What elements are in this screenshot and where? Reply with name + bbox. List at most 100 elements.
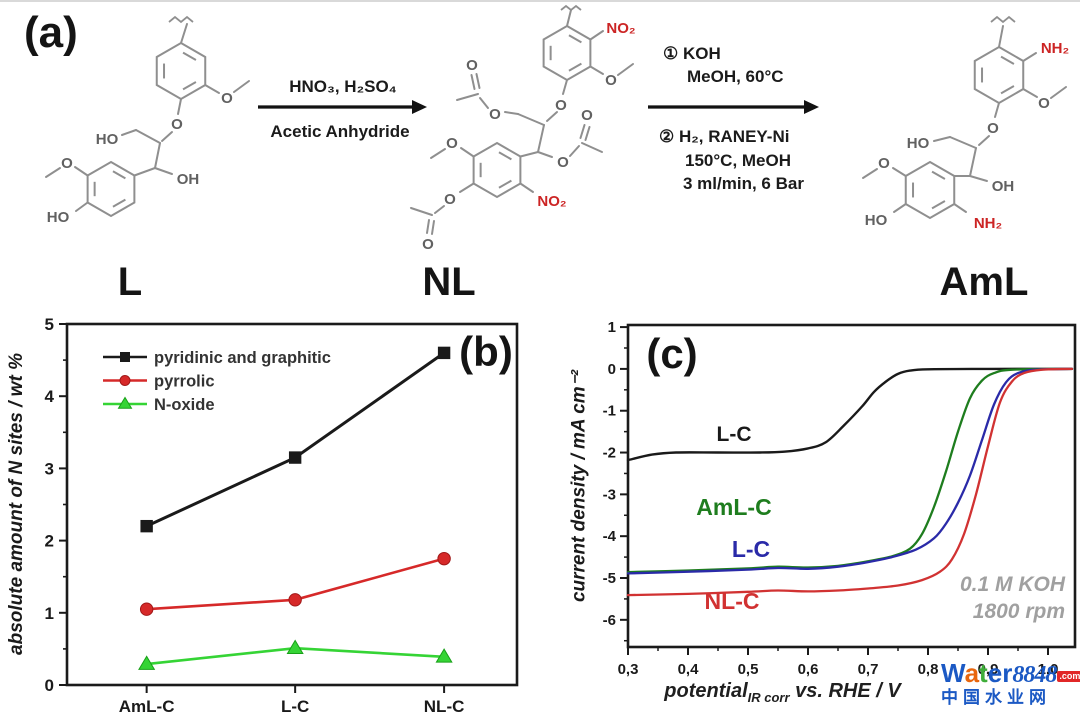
marker-circle xyxy=(288,593,302,607)
double-bond xyxy=(568,62,582,72)
benzene-ring xyxy=(155,41,207,101)
bond xyxy=(426,219,430,234)
double-bond xyxy=(112,170,126,180)
watermark-letter: t xyxy=(979,658,988,688)
methoxy-oxygen-label: O xyxy=(446,135,458,152)
marker-triangle xyxy=(435,648,453,663)
reagent-text: HNO₃, H₂SO₄ xyxy=(289,77,397,96)
reagent-text: MeOH, 60°C xyxy=(687,67,784,86)
bond xyxy=(204,84,220,94)
polarization-curve xyxy=(626,367,1074,574)
double-bond xyxy=(1000,55,1015,65)
watermark-letter: a xyxy=(964,658,980,688)
double-bond xyxy=(568,34,582,44)
nitro-group-label: NO₂ xyxy=(537,193,566,210)
ether-oxygen-label: O xyxy=(555,97,567,114)
marker-triangle xyxy=(138,655,156,670)
bond xyxy=(566,9,572,27)
electrolyte-line: 0.1 M KOH xyxy=(959,573,1065,596)
amino-group-label: NH₂ xyxy=(974,215,1002,232)
bond xyxy=(994,102,1000,118)
bond xyxy=(969,147,977,177)
bond xyxy=(579,124,586,139)
bond xyxy=(121,129,137,136)
bond xyxy=(519,182,534,193)
bond xyxy=(475,73,481,89)
bond xyxy=(154,167,173,175)
bond xyxy=(892,167,907,177)
phenol-label: HO xyxy=(865,212,888,229)
structure-L-caption: L xyxy=(118,260,142,302)
watermark-chinese-text: 中国水业网 xyxy=(941,688,1051,707)
legend-label: pyridinic and graphitic xyxy=(154,349,331,367)
bond xyxy=(517,113,545,126)
structure-L: O O HO OH O HO L xyxy=(45,15,250,302)
watermark-letter: e xyxy=(987,658,1003,688)
methoxy-oxygen-label: O xyxy=(605,72,617,89)
bond xyxy=(161,131,173,142)
bond xyxy=(430,148,446,159)
panel-c-orr-chart: 1 0 -1 -2 -3 -4 -5 -6 0,3 0,4 0,5 0,6 0,7 0,8 0,9 1,0 (… xyxy=(560,302,1080,722)
bond xyxy=(75,201,89,212)
watermark-site-name: Water 8848 .com xyxy=(941,660,1080,687)
bond xyxy=(154,142,161,169)
electrolyte-annotation: 0.1 M KOH 1800 rpm xyxy=(890,571,1065,625)
ether-oxygen-label: O xyxy=(987,120,999,137)
double-bond xyxy=(931,200,946,210)
double-bond xyxy=(498,151,512,161)
y-tick-label: 4 xyxy=(45,387,55,406)
bond xyxy=(584,126,591,141)
y-tick-label: -2 xyxy=(603,445,616,462)
bond xyxy=(581,142,603,153)
watermark-letter: W xyxy=(941,658,965,688)
structure-AmL: NH₂ O O HO OH O HO NH₂ AmL xyxy=(862,15,1069,302)
watermark-tld-badge: .com xyxy=(1057,671,1080,682)
legend-label: pyrrolic xyxy=(154,373,215,391)
panel-b-y-axis-label: absolute amount of N sites / wt % xyxy=(6,353,27,655)
benzene-ring xyxy=(86,160,136,218)
bond xyxy=(504,111,519,115)
marker-triangle xyxy=(117,396,133,409)
bond xyxy=(978,135,990,146)
arrowhead-icon xyxy=(412,100,427,114)
double-bond xyxy=(182,81,197,91)
panel-a-label: (a) xyxy=(24,8,78,57)
watermark-word: Water xyxy=(941,660,1012,686)
panel-c-y-axis-label: current density / mA cm⁻² xyxy=(568,369,590,603)
reagent-text: 3 ml/min, 6 Bar xyxy=(683,174,804,193)
x-tick-label: 0,3 xyxy=(618,661,639,678)
bond xyxy=(410,207,433,216)
reagent-text: ② H₂, RANEY-Ni xyxy=(659,127,789,146)
x-tick-label: 0,7 xyxy=(858,661,879,678)
ester-oxygen-label: O xyxy=(444,191,456,208)
curve-label-LC-black: L-C xyxy=(716,423,752,446)
bond xyxy=(589,65,604,75)
bond xyxy=(434,205,445,214)
methoxy-oxygen-label: O xyxy=(878,155,890,172)
benzene-ring xyxy=(472,141,522,199)
reagent-text: ① KOH xyxy=(663,44,721,63)
bond xyxy=(233,80,250,93)
y-tick-label: 2 xyxy=(45,532,54,551)
bond xyxy=(45,167,61,178)
x-tick-label: 0,6 xyxy=(798,661,819,678)
double-bond xyxy=(1000,85,1015,95)
bond xyxy=(479,97,489,109)
curve-label-LC-blue: L-C xyxy=(731,536,771,562)
bond xyxy=(862,168,878,179)
bond xyxy=(569,145,580,157)
watermark-letter: r xyxy=(1002,658,1013,688)
bond xyxy=(969,175,988,182)
watermark: Water 8848 .com 中国水业网 xyxy=(941,660,1080,706)
double-bond xyxy=(931,170,946,180)
benzene-ring xyxy=(542,24,592,82)
y-tick-label: -5 xyxy=(603,570,616,587)
panel-c-label: (c) xyxy=(646,330,698,377)
y-tick-label: 3 xyxy=(45,459,54,478)
reaction-arrow-2: ① KOH MeOH, 60°C ② H₂, RANEY-Ni 150°C, M… xyxy=(648,44,819,193)
marker-square xyxy=(437,346,451,360)
panel-c-x-axis-label: potentialIR corr vs. RHE / V xyxy=(590,680,975,705)
marker-square xyxy=(288,451,302,464)
marker-square xyxy=(140,519,153,533)
y-tick-label: -4 xyxy=(603,528,617,545)
